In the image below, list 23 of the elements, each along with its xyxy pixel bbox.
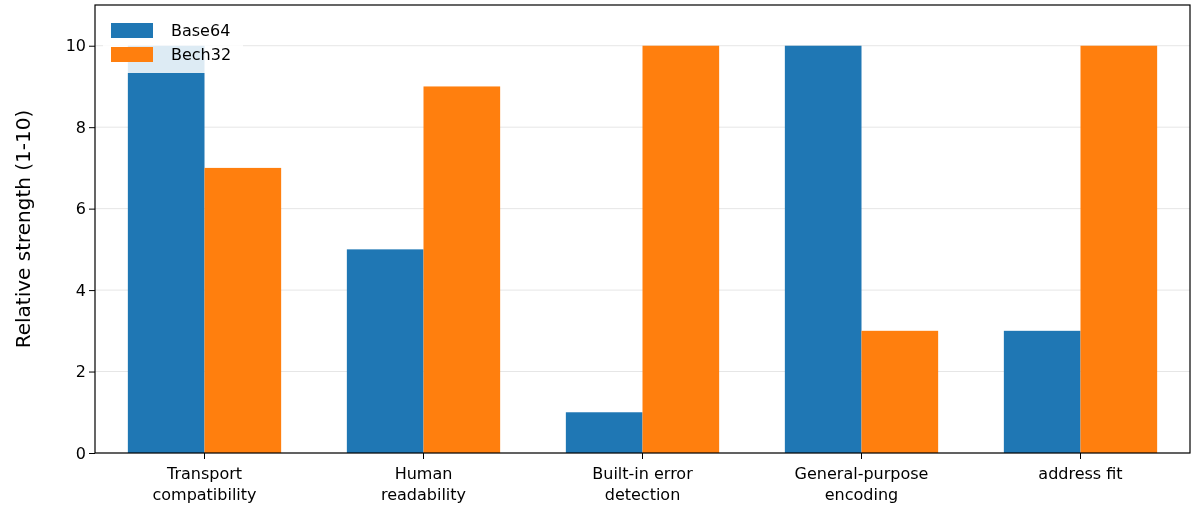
y-tick-label: 8 xyxy=(75,117,86,137)
x-tick-label: Human readability xyxy=(380,464,467,504)
bar xyxy=(1003,330,1081,453)
y-tick-label: 6 xyxy=(75,199,86,219)
bar xyxy=(861,330,939,453)
y-tick-label: 4 xyxy=(75,280,86,300)
bar xyxy=(565,412,643,453)
bar xyxy=(642,45,720,453)
legend-label: Bech32 xyxy=(171,45,232,64)
bar xyxy=(346,249,424,453)
y-axis-title: Relative strength (1-10) xyxy=(11,109,35,349)
x-tick-label: Built-in error detection xyxy=(592,464,694,504)
bar xyxy=(1080,45,1158,453)
bar xyxy=(204,167,282,453)
x-tick-label: General-purpose encoding xyxy=(794,464,929,504)
y-tick-label: 0 xyxy=(75,443,86,463)
bar xyxy=(423,86,501,453)
legend-label: Base64 xyxy=(171,21,231,40)
y-tick-label: 2 xyxy=(75,362,86,382)
x-tick-label: address fit xyxy=(1038,464,1123,483)
y-tick-label: 10 xyxy=(65,36,86,56)
x-tick-label: Transport compatibility xyxy=(152,464,257,504)
bar xyxy=(784,45,862,453)
